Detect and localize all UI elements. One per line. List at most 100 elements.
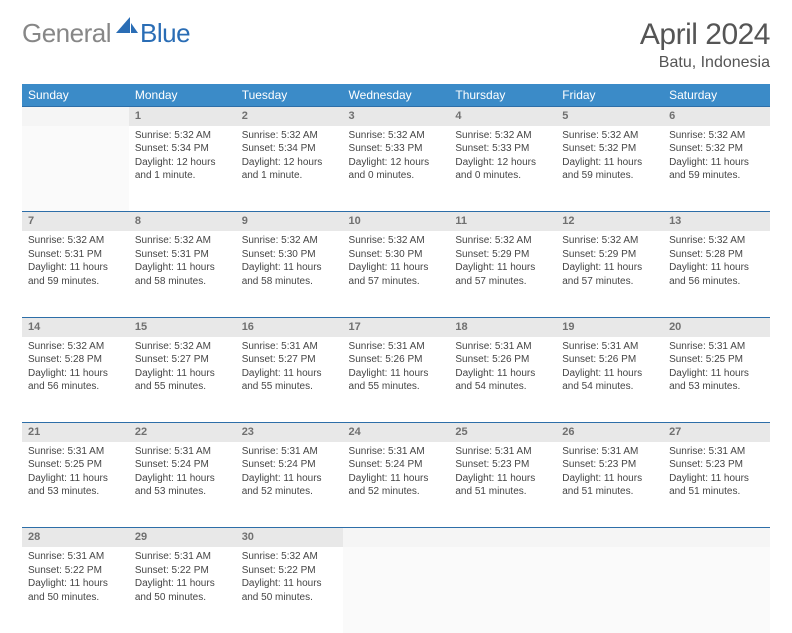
daylight-text: and 57 minutes. bbox=[562, 275, 657, 289]
sunset-text: Sunset: 5:24 PM bbox=[242, 458, 337, 472]
day-content-cell: Sunrise: 5:32 AMSunset: 5:31 PMDaylight:… bbox=[129, 231, 236, 317]
day-number: 8 bbox=[135, 215, 141, 227]
daylight-text: and 57 minutes. bbox=[349, 275, 444, 289]
day-number-cell bbox=[556, 528, 663, 547]
weekday-header: Tuesday bbox=[236, 84, 343, 107]
day-number: 29 bbox=[135, 531, 147, 543]
daylight-text: Daylight: 12 hours bbox=[455, 156, 550, 170]
sunset-text: Sunset: 5:28 PM bbox=[28, 353, 123, 367]
sunset-text: Sunset: 5:26 PM bbox=[562, 353, 657, 367]
daylight-text: Daylight: 11 hours bbox=[669, 472, 764, 486]
daylight-text: and 54 minutes. bbox=[562, 380, 657, 394]
day-number: 28 bbox=[28, 531, 40, 543]
daylight-text: and 1 minute. bbox=[242, 169, 337, 183]
day-content-cell bbox=[22, 126, 129, 212]
sunrise-text: Sunrise: 5:31 AM bbox=[562, 340, 657, 354]
day-content-cell: Sunrise: 5:32 AMSunset: 5:30 PMDaylight:… bbox=[343, 231, 450, 317]
day-number: 30 bbox=[242, 531, 254, 543]
sunset-text: Sunset: 5:32 PM bbox=[669, 142, 764, 156]
day-number-cell: 21 bbox=[22, 423, 129, 442]
sunrise-text: Sunrise: 5:32 AM bbox=[242, 550, 337, 564]
sunrise-text: Sunrise: 5:32 AM bbox=[669, 129, 764, 143]
day-content-row: Sunrise: 5:31 AMSunset: 5:22 PMDaylight:… bbox=[22, 547, 770, 633]
day-number-cell: 9 bbox=[236, 212, 343, 231]
day-content-cell bbox=[343, 547, 450, 633]
day-number-cell: 16 bbox=[236, 317, 343, 336]
sunset-text: Sunset: 5:30 PM bbox=[349, 248, 444, 262]
day-number-row: 28 29 30 bbox=[22, 528, 770, 547]
day-number-cell: 28 bbox=[22, 528, 129, 547]
day-number: 2 bbox=[242, 110, 248, 122]
day-number: 5 bbox=[562, 110, 568, 122]
sunset-text: Sunset: 5:22 PM bbox=[28, 564, 123, 578]
sunrise-text: Sunrise: 5:31 AM bbox=[562, 445, 657, 459]
day-content-cell: Sunrise: 5:31 AMSunset: 5:24 PMDaylight:… bbox=[129, 442, 236, 528]
daylight-text: and 50 minutes. bbox=[28, 591, 123, 605]
sunset-text: Sunset: 5:24 PM bbox=[135, 458, 230, 472]
sunrise-text: Sunrise: 5:32 AM bbox=[242, 129, 337, 143]
daylight-text: Daylight: 11 hours bbox=[455, 261, 550, 275]
day-content-cell: Sunrise: 5:31 AMSunset: 5:24 PMDaylight:… bbox=[236, 442, 343, 528]
daylight-text: Daylight: 11 hours bbox=[669, 261, 764, 275]
daylight-text: Daylight: 11 hours bbox=[669, 156, 764, 170]
daylight-text: and 53 minutes. bbox=[669, 380, 764, 394]
day-content-cell: Sunrise: 5:31 AMSunset: 5:23 PMDaylight:… bbox=[556, 442, 663, 528]
daylight-text: and 56 minutes. bbox=[28, 380, 123, 394]
sunrise-text: Sunrise: 5:32 AM bbox=[28, 340, 123, 354]
sunset-text: Sunset: 5:26 PM bbox=[455, 353, 550, 367]
day-number-cell: 26 bbox=[556, 423, 663, 442]
day-content-cell: Sunrise: 5:31 AMSunset: 5:27 PMDaylight:… bbox=[236, 337, 343, 423]
sunset-text: Sunset: 5:24 PM bbox=[349, 458, 444, 472]
day-content-row: Sunrise: 5:32 AMSunset: 5:34 PMDaylight:… bbox=[22, 126, 770, 212]
weekday-header-row: Sunday Monday Tuesday Wednesday Thursday… bbox=[22, 84, 770, 107]
day-number-cell: 19 bbox=[556, 317, 663, 336]
daylight-text: Daylight: 11 hours bbox=[349, 367, 444, 381]
sunset-text: Sunset: 5:29 PM bbox=[455, 248, 550, 262]
day-number: 20 bbox=[669, 321, 681, 333]
day-number-cell: 4 bbox=[449, 107, 556, 126]
day-content-cell: Sunrise: 5:32 AMSunset: 5:31 PMDaylight:… bbox=[22, 231, 129, 317]
sunset-text: Sunset: 5:22 PM bbox=[242, 564, 337, 578]
daylight-text: and 50 minutes. bbox=[135, 591, 230, 605]
day-content-cell: Sunrise: 5:31 AMSunset: 5:26 PMDaylight:… bbox=[449, 337, 556, 423]
daylight-text: Daylight: 11 hours bbox=[135, 577, 230, 591]
day-number-cell: 18 bbox=[449, 317, 556, 336]
daylight-text: Daylight: 11 hours bbox=[28, 472, 123, 486]
day-content-cell: Sunrise: 5:31 AMSunset: 5:26 PMDaylight:… bbox=[343, 337, 450, 423]
day-content-cell bbox=[449, 547, 556, 633]
day-number-cell: 29 bbox=[129, 528, 236, 547]
calendar-table: Sunday Monday Tuesday Wednesday Thursday… bbox=[22, 84, 770, 633]
day-number-cell: 11 bbox=[449, 212, 556, 231]
day-number: 16 bbox=[242, 321, 254, 333]
day-number-cell: 17 bbox=[343, 317, 450, 336]
day-number: 4 bbox=[455, 110, 461, 122]
day-number: 27 bbox=[669, 426, 681, 438]
daylight-text: and 51 minutes. bbox=[562, 485, 657, 499]
weekday-header: Wednesday bbox=[343, 84, 450, 107]
daylight-text: and 52 minutes. bbox=[242, 485, 337, 499]
day-content-cell: Sunrise: 5:32 AMSunset: 5:22 PMDaylight:… bbox=[236, 547, 343, 633]
daylight-text: Daylight: 12 hours bbox=[349, 156, 444, 170]
day-content-cell: Sunrise: 5:31 AMSunset: 5:23 PMDaylight:… bbox=[663, 442, 770, 528]
sunset-text: Sunset: 5:32 PM bbox=[562, 142, 657, 156]
daylight-text: Daylight: 11 hours bbox=[28, 261, 123, 275]
daylight-text: and 53 minutes. bbox=[135, 485, 230, 499]
daylight-text: Daylight: 11 hours bbox=[349, 261, 444, 275]
day-content-row: Sunrise: 5:32 AMSunset: 5:31 PMDaylight:… bbox=[22, 231, 770, 317]
logo: General Blue bbox=[22, 18, 190, 49]
day-content-cell: Sunrise: 5:31 AMSunset: 5:22 PMDaylight:… bbox=[129, 547, 236, 633]
daylight-text: Daylight: 11 hours bbox=[562, 156, 657, 170]
day-number-cell: 23 bbox=[236, 423, 343, 442]
sunset-text: Sunset: 5:25 PM bbox=[28, 458, 123, 472]
day-number-cell: 25 bbox=[449, 423, 556, 442]
day-number: 7 bbox=[28, 215, 34, 227]
daylight-text: and 58 minutes. bbox=[242, 275, 337, 289]
daylight-text: and 53 minutes. bbox=[28, 485, 123, 499]
day-number-cell: 24 bbox=[343, 423, 450, 442]
day-content-row: Sunrise: 5:31 AMSunset: 5:25 PMDaylight:… bbox=[22, 442, 770, 528]
day-content-cell: Sunrise: 5:31 AMSunset: 5:26 PMDaylight:… bbox=[556, 337, 663, 423]
daylight-text: Daylight: 11 hours bbox=[455, 367, 550, 381]
sunset-text: Sunset: 5:28 PM bbox=[669, 248, 764, 262]
day-number: 14 bbox=[28, 321, 40, 333]
daylight-text: and 55 minutes. bbox=[242, 380, 337, 394]
